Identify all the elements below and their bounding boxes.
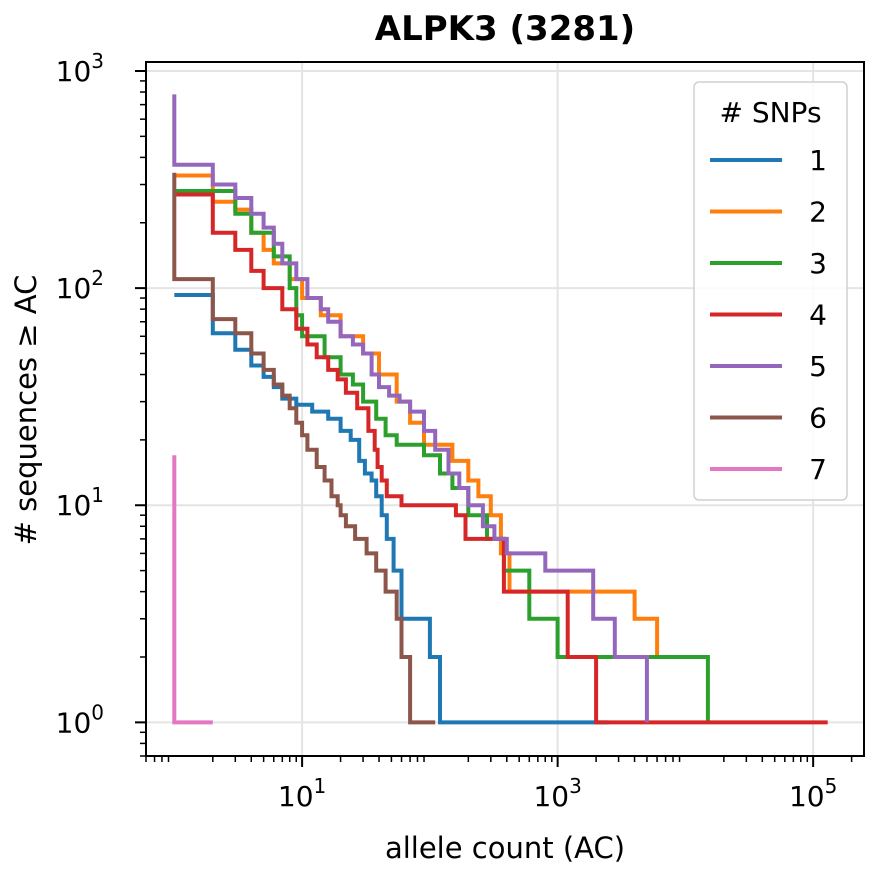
legend-label-1: 1 <box>809 144 827 177</box>
series-line-7 <box>172 455 213 725</box>
y-axis-label: # sequences ≥ AC <box>9 275 43 546</box>
x-tick-label: 105 <box>789 774 837 813</box>
legend-label-7: 7 <box>809 453 827 486</box>
legend-title: # SNPs <box>719 96 821 129</box>
x-axis-label: allele count (AC) <box>385 831 625 865</box>
axis-ticks: 101 103 105 100 101 102 103 <box>56 49 853 813</box>
x-tick-label: 103 <box>533 774 581 813</box>
series-lines <box>172 94 828 725</box>
legend-label-6: 6 <box>809 402 827 435</box>
series-line-4 <box>174 192 828 725</box>
legend: # SNPs 1 2 3 4 5 6 7 <box>693 81 848 501</box>
plot-frame <box>145 61 865 757</box>
legend-label-4: 4 <box>809 299 827 332</box>
x-tick-label: 101 <box>278 774 326 813</box>
y-tick-label: 102 <box>56 266 104 305</box>
y-tick-label: 100 <box>56 700 104 739</box>
y-tick-label: 103 <box>56 49 104 88</box>
series-line-1 <box>174 293 609 725</box>
y-tick-label: 101 <box>56 483 104 522</box>
legend-box <box>693 81 848 501</box>
legend-label-5: 5 <box>809 350 827 383</box>
series-line-2 <box>174 173 696 659</box>
legend-label-2: 2 <box>809 196 827 229</box>
series-line-6 <box>172 172 436 725</box>
series-line-5 <box>172 94 649 723</box>
chart-title: ALPK3 (3281) <box>375 9 635 49</box>
legend-label-3: 3 <box>809 247 827 280</box>
